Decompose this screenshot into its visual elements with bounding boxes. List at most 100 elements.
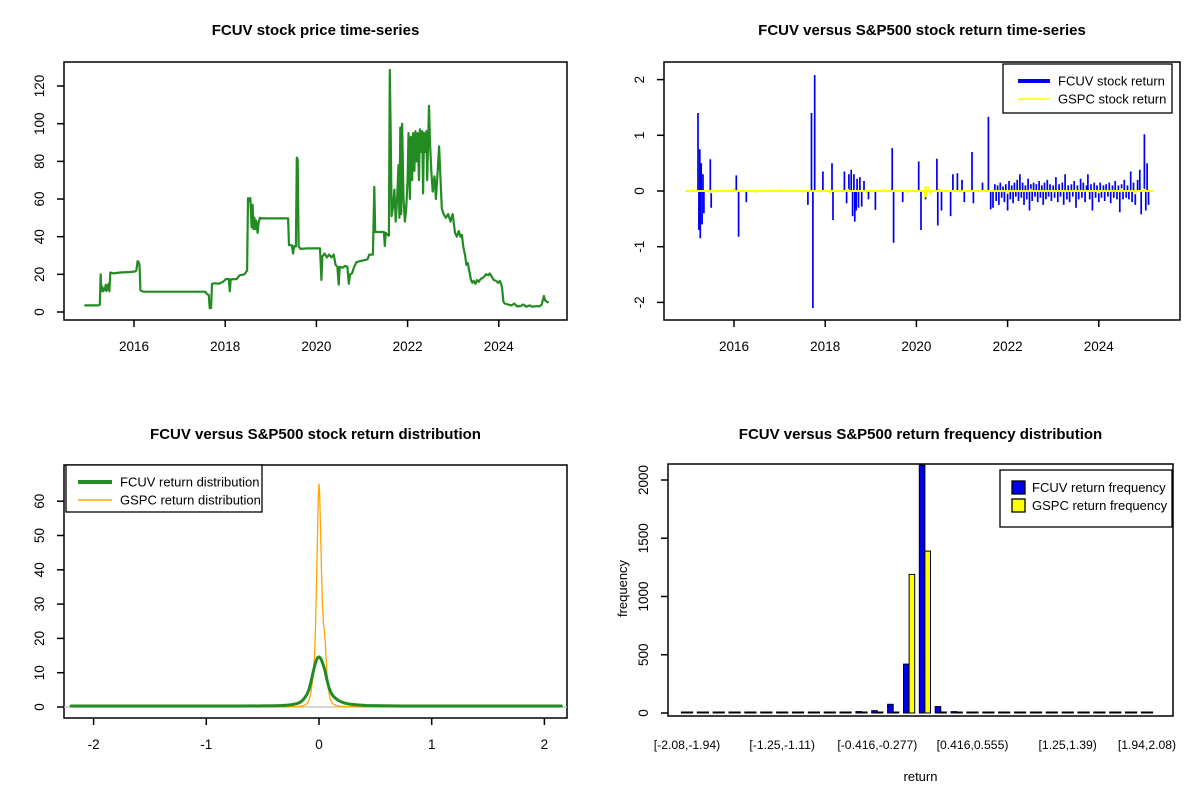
price-series-line [84, 68, 550, 310]
panel-price-timeseries: FCUV stock price time-series 2016 2018 202… [0, 0, 600, 400]
gspc-bar [1067, 711, 1074, 714]
svg-text:0: 0 [32, 703, 47, 711]
fcuv-bar [982, 711, 989, 714]
panel-return-timeseries: FCUV versus S&P500 stock return time-ser… [600, 0, 1200, 400]
legend-label: GSPC return distribution [120, 493, 261, 508]
fcuv-bar [1125, 711, 1132, 714]
histogram-bars [680, 464, 1154, 714]
svg-text:120: 120 [32, 75, 47, 98]
svg-text:2022: 2022 [393, 339, 423, 354]
gspc-return-series [686, 186, 1154, 198]
gspc-bar [1019, 711, 1027, 714]
fcuv-bar [1077, 711, 1084, 714]
gspc-bar [1114, 711, 1122, 714]
gspc-bar [861, 711, 868, 714]
legend-label: FCUV return frequency [1032, 480, 1166, 495]
fcuv-bar [807, 711, 815, 714]
legend: FCUV return distribution GSPC return dist… [65, 464, 263, 513]
fcuv-bar [839, 711, 847, 714]
x-axis: -2 -1 0 1 2 [88, 718, 549, 752]
gspc-bar [1146, 711, 1154, 714]
bin-label: [-2.08,-1.94) [654, 738, 720, 752]
svg-text:40: 40 [32, 229, 47, 244]
svg-text:60: 60 [32, 494, 47, 509]
svg-text:1: 1 [428, 737, 436, 752]
gspc-bar [797, 711, 805, 714]
fcuv-bar [680, 711, 688, 714]
svg-text:2: 2 [632, 76, 647, 84]
svg-text:10: 10 [32, 665, 47, 680]
svg-text:2020: 2020 [901, 339, 931, 354]
svg-text:2024: 2024 [484, 339, 515, 354]
gspc-bar [734, 711, 741, 714]
legend-swatch [1011, 498, 1026, 513]
fcuv-bar [1140, 711, 1148, 714]
fcuv-bar [903, 663, 910, 714]
legend: FCUV return frequency GSPC return frequen… [999, 469, 1173, 528]
y-axis: 0 10 20 30 40 50 60 [32, 494, 64, 711]
fcuv-bar [760, 711, 767, 714]
bin-label: [-0.416,-0.277) [837, 738, 917, 752]
fcuv-bar [918, 464, 926, 714]
bin-label: [1.25,1.39) [1039, 738, 1097, 752]
svg-text:1500: 1500 [636, 523, 651, 553]
gspc-bar [718, 711, 725, 714]
gspc-bar [908, 573, 916, 714]
x-axis-title: return [904, 769, 938, 784]
gspc-bar [845, 711, 852, 714]
x-axis: [-2.08,-1.94) [-1.25,-1.11) [-0.416,-0.277… [654, 738, 1176, 784]
gspc-bar [1051, 711, 1058, 714]
fcuv-bar [823, 711, 831, 714]
frequency-histogram-chart: 0 500 1000 1500 2000 [-2.08,-1.94) [-1.25,-1.1… [615, 463, 1176, 784]
fcuv-bar [712, 711, 720, 714]
distribution-chart-title: FCUV versus S&P500 stock return distribu… [150, 426, 481, 443]
svg-text:0: 0 [632, 187, 647, 195]
gspc-bar [987, 711, 995, 714]
svg-text:50: 50 [32, 528, 47, 543]
fcuv-bar [776, 711, 783, 714]
svg-text:80: 80 [32, 154, 47, 169]
gspc-bar [702, 711, 710, 714]
svg-text:2024: 2024 [1084, 339, 1115, 354]
bin-label: [1.94,2.08) [1118, 738, 1176, 752]
x-axis: 2016 2018 2020 2022 2024 [119, 320, 514, 354]
svg-text:2: 2 [541, 737, 549, 752]
gspc-bar [1083, 711, 1090, 714]
panel-frequency-histogram: FCUV versus S&P500 return frequency dist… [600, 400, 1200, 800]
svg-text:2016: 2016 [719, 339, 749, 354]
gspc-density-line [70, 483, 562, 708]
fcuv-bar [934, 706, 942, 714]
svg-text:-2: -2 [632, 296, 647, 308]
gspc-bar [829, 711, 836, 714]
bin-label: [-1.25,-1.11) [749, 738, 814, 752]
gspc-bar [972, 711, 979, 714]
return-chart-title: FCUV versus S&P500 stock return time-ser… [758, 22, 1086, 39]
histogram-chart-title: FCUV versus S&P500 return frequency dist… [738, 426, 1103, 443]
gspc-bar [781, 711, 789, 714]
y-axis: -2 -1 0 1 2 [632, 76, 664, 308]
gspc-bar [749, 711, 757, 714]
svg-text:20: 20 [32, 267, 47, 282]
price-chart-title: FCUV stock price time-series [211, 22, 420, 39]
svg-text:500: 500 [636, 643, 651, 666]
gspc-bar [1035, 711, 1043, 714]
gspc-bar [1130, 711, 1138, 714]
y-axis-title: frequency [615, 559, 630, 617]
fcuv-density-line [69, 655, 563, 708]
svg-text:0: 0 [636, 709, 651, 717]
fcuv-bar [966, 711, 973, 714]
return-timeseries-chart: 2016 2018 2020 2022 2024 -2 -1 0 1 2 FCUV stock re… [632, 61, 1181, 354]
legend-label: FCUV stock return [1058, 74, 1165, 89]
gspc-bar [876, 711, 884, 714]
gspc-bar [686, 711, 694, 714]
svg-text:0: 0 [32, 308, 47, 316]
gspc-bar [813, 711, 820, 714]
svg-text:20: 20 [32, 631, 47, 646]
fcuv-bar [887, 703, 894, 714]
y-axis: 0 500 1000 1500 2000 [636, 465, 668, 717]
legend-label: FCUV return distribution [120, 475, 259, 490]
svg-text:2018: 2018 [210, 339, 240, 354]
svg-text:2016: 2016 [119, 339, 149, 354]
